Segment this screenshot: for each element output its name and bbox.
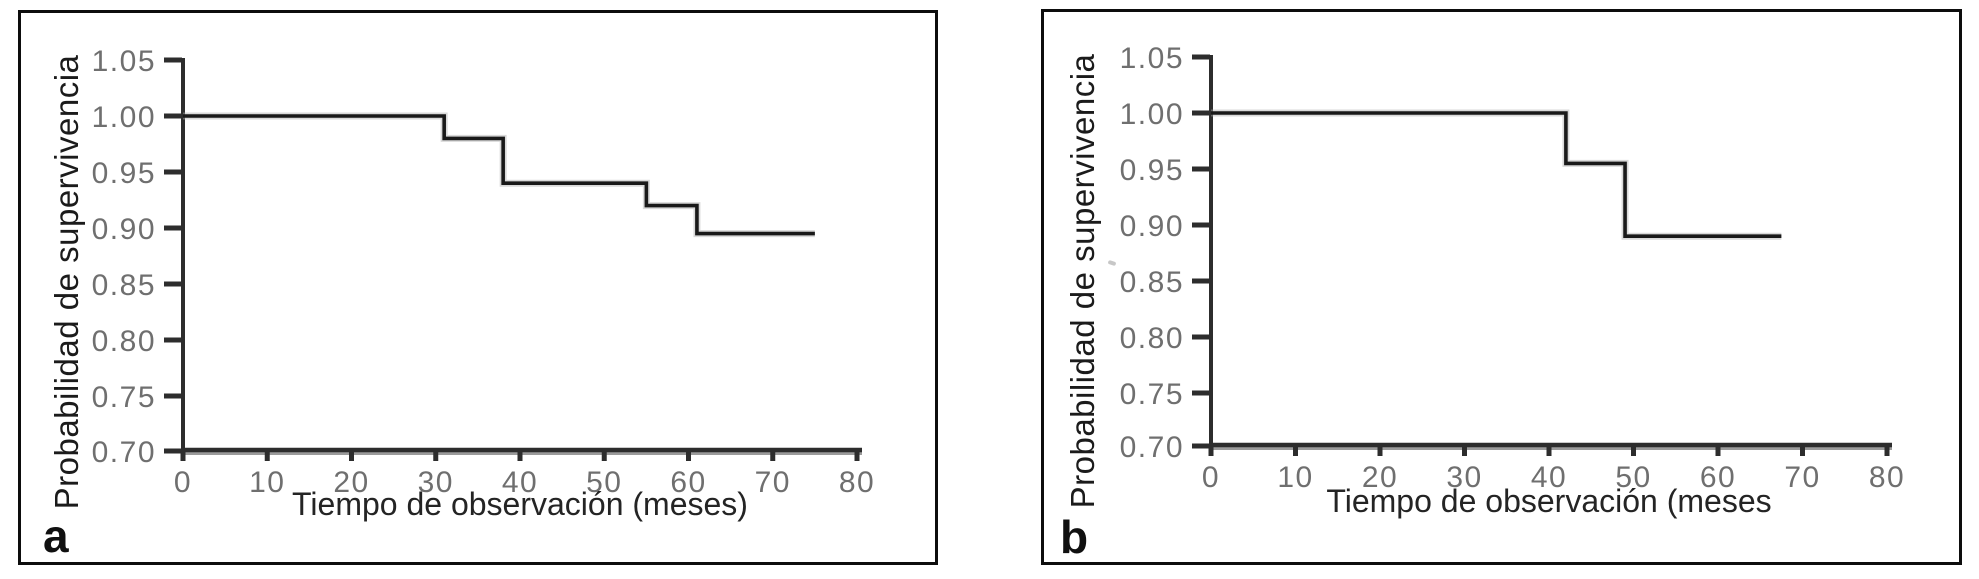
x-tick-label: 30 — [1446, 461, 1482, 494]
x-tick-label: 60 — [670, 466, 706, 499]
y-tick-label: 1.05 — [1120, 42, 1184, 75]
x-tick-label: 0 — [174, 466, 192, 499]
x-tick-label: 70 — [755, 466, 791, 499]
panel-a: 1.05 1.00 0.95 0.90 0.85 0.80 0.75 0.70 0 10 20 30 4… — [18, 10, 938, 565]
x-tick-label: 80 — [839, 466, 875, 499]
y-tick-label: 1.05 — [92, 45, 156, 78]
x-tick-label: 20 — [1362, 461, 1398, 494]
survival-curve-echo — [1211, 109, 1782, 240]
x-tick-label: 70 — [1784, 461, 1820, 494]
x-tick-label: 30 — [418, 466, 454, 499]
x-tick-label: 0 — [1202, 461, 1220, 494]
x-tick-label: 40 — [1531, 461, 1567, 494]
y-tick-label: 0.95 — [1120, 154, 1184, 187]
panel-label: a — [43, 510, 69, 562]
x-tick-label: 10 — [249, 466, 285, 499]
survival-plot-a: 1.05 1.00 0.95 0.90 0.85 0.80 0.75 0.70 0 10 20 30 4… — [92, 45, 875, 499]
y-tick-label: 0.70 — [92, 436, 156, 469]
survival-curve — [1211, 111, 1782, 238]
y-tick-label: 0.80 — [1120, 322, 1184, 355]
panel-b: 1.05 1.00 0.95 0.90 0.85 0.80 0.75 0.70 0 10 20 30 4… — [1041, 9, 1962, 565]
x-tick-label: 40 — [502, 466, 538, 499]
y-tick-label: 0.75 — [92, 381, 156, 414]
x-axis-title: Tiempo de observación (meses — [1326, 483, 1772, 519]
y-tick-label: 0.85 — [1120, 266, 1184, 299]
y-tick-label: 0.90 — [92, 213, 156, 246]
x-tick-label: 10 — [1277, 461, 1313, 494]
survival-curve-echo — [183, 112, 815, 238]
x-tick-label: 20 — [333, 466, 369, 499]
y-tick-label: 1.00 — [92, 101, 156, 134]
x-axis-title: Tiempo de observación (meses) — [292, 486, 748, 522]
x-tick-label: 80 — [1869, 461, 1905, 494]
panel-label: b — [1060, 511, 1089, 563]
y-tick-label: 0.70 — [1120, 431, 1184, 464]
survival-plot-b: 1.05 1.00 0.95 0.90 0.85 0.80 0.75 0.70 0 10 20 30 4… — [1120, 42, 1905, 494]
y-tick-label: 1.00 — [1120, 98, 1184, 131]
x-tick-label: 50 — [586, 466, 622, 499]
survival-curve — [183, 114, 815, 236]
y-tick-label: 0.90 — [1120, 210, 1184, 243]
y-axis-title: Probabilidad de supervivencia — [48, 54, 85, 510]
x-tick-label: 60 — [1700, 461, 1736, 494]
y-tick-label: 0.95 — [92, 157, 156, 190]
y-axis-title: Probabilidad de supervivencia — [1064, 53, 1101, 509]
x-tick-label: 50 — [1615, 461, 1651, 494]
y-tick-label: 0.80 — [92, 325, 156, 358]
y-tick-label: 0.75 — [1120, 378, 1184, 411]
y-tick-label: 0.85 — [92, 269, 156, 302]
